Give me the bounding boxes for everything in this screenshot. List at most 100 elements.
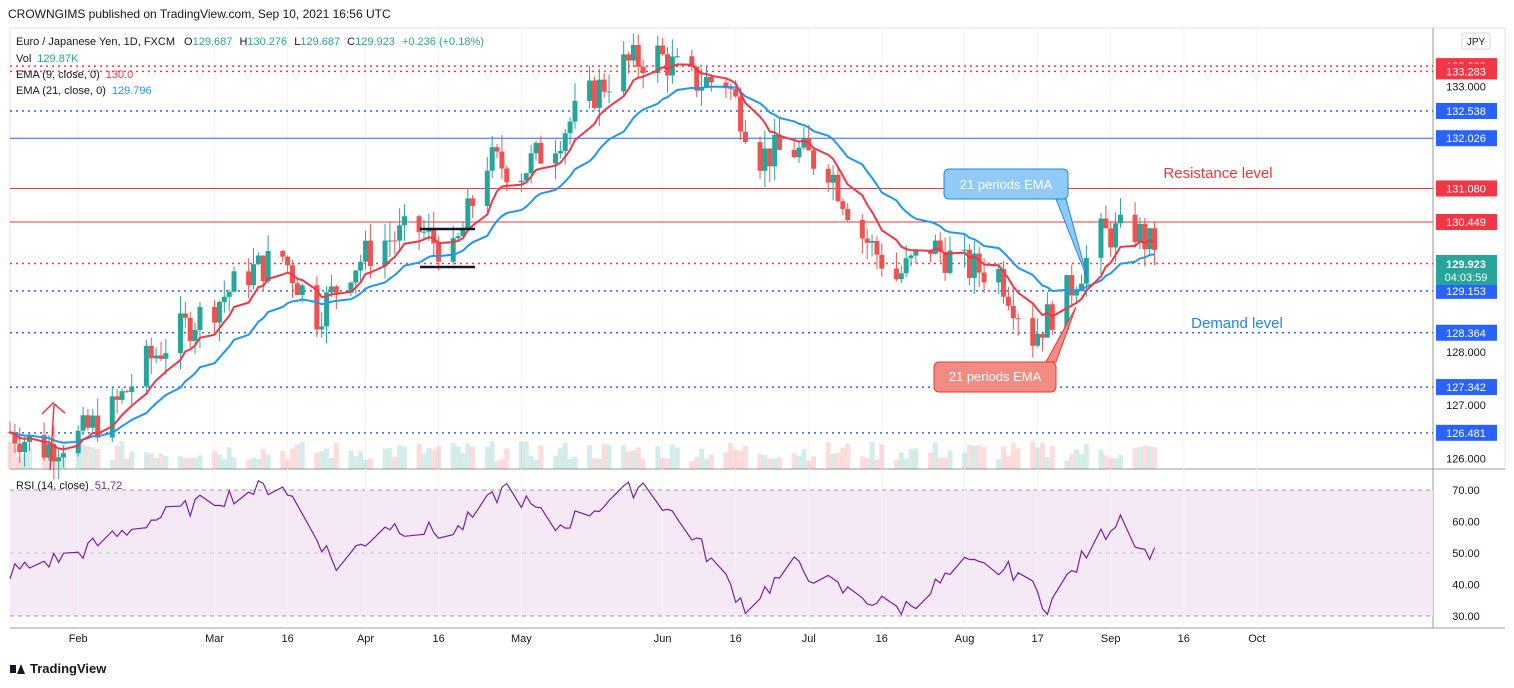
ema21-line [9, 85, 1155, 444]
volume-bar [470, 446, 476, 469]
volume-bar [903, 458, 909, 469]
candle-body [665, 54, 670, 76]
volume-bar [523, 441, 529, 469]
volume-bar [148, 453, 154, 469]
price-label-bg-9 [1436, 379, 1497, 396]
volume-bar [621, 444, 627, 469]
volume-bar [431, 449, 437, 469]
volume-bar [1147, 446, 1153, 469]
candle-body [893, 268, 899, 280]
candle-body [767, 148, 773, 167]
volume-bar [772, 458, 778, 469]
candle-body [840, 201, 846, 209]
volume-bar [353, 456, 359, 469]
svg-text:EMA (21, close, 0)129.796: EMA (21, close, 0) 129.796 [16, 85, 152, 97]
price-label-bg-5 [1436, 213, 1497, 230]
candle-body [255, 255, 261, 265]
svg-text:EMA (9, close, 0)130.0: EMA (9, close, 0) 130.0 [16, 69, 133, 81]
volume-bar [689, 460, 695, 469]
candle-body [504, 168, 510, 183]
volume-bar [669, 444, 675, 469]
volume-bar [898, 452, 904, 469]
callout-ema-bottom[interactable]: 21 periods EMA [933, 306, 1077, 393]
candle-body [528, 153, 534, 174]
volume-bar [762, 455, 768, 469]
volume-bar [402, 446, 407, 469]
volume-bar [971, 445, 977, 469]
volume-bar [489, 441, 495, 469]
candle-body [1001, 269, 1007, 297]
candle-body [1064, 275, 1070, 330]
volume-bar [723, 452, 729, 469]
volume-bar [791, 453, 797, 469]
price-label-9: 127.342 [1446, 382, 1486, 394]
volume-bar [1132, 448, 1138, 469]
candle-body [187, 317, 193, 341]
candle-body [869, 240, 875, 243]
candle-body [596, 79, 602, 108]
candle-body [1137, 223, 1143, 242]
time-tick-12: Sep [1101, 633, 1121, 645]
volume-bar [124, 458, 130, 469]
candle-body [51, 443, 57, 462]
price-label-bg-8 [1436, 324, 1497, 341]
volume-bar [163, 455, 169, 469]
time-tick-6: Jun [654, 633, 672, 645]
volume-bar [874, 459, 880, 469]
volume-bar [552, 455, 558, 469]
candle-body [421, 231, 427, 233]
volume-bar [777, 457, 783, 469]
candle-body [937, 240, 943, 253]
arrow-head-icon [41, 401, 66, 415]
volume-bar [928, 452, 933, 469]
volume-bar [455, 446, 461, 469]
candle-body [518, 180, 524, 183]
volume-bar [908, 449, 914, 469]
candle-body [465, 198, 471, 229]
candle-body [353, 270, 359, 283]
volume-bar [1015, 448, 1021, 469]
volume-bar [1064, 460, 1070, 469]
candle-body [367, 240, 373, 267]
price-label-5: 130.449 [1446, 217, 1486, 229]
candle-body [791, 149, 797, 158]
candle-body [324, 292, 330, 327]
callout-ema-top[interactable]: 21 periods EMA [943, 168, 1089, 281]
candle-body [251, 264, 257, 286]
volume-bar [1117, 455, 1123, 469]
candle-body [416, 216, 422, 233]
volume-bar [1035, 447, 1041, 469]
price-tick-2: 127.000 [1446, 400, 1486, 412]
volume-bar [1098, 449, 1104, 469]
candle-body [119, 391, 125, 400]
tradingview-logo[interactable]: TradingView [10, 661, 106, 676]
candle-body [95, 415, 101, 438]
candle-body [898, 273, 904, 280]
price-tick-1: 128.000 [1446, 347, 1486, 359]
candle-body [129, 386, 135, 392]
candle-body [738, 96, 744, 132]
candle-body [864, 238, 870, 243]
candle-body [523, 173, 529, 181]
candle-body [192, 330, 198, 341]
candle-body [1030, 318, 1036, 346]
candle-body [903, 258, 909, 274]
candle-body [587, 80, 593, 101]
volume-bar [333, 442, 339, 469]
volume-bar [328, 458, 334, 469]
time-tick-0: Feb [69, 633, 88, 645]
candle-body [148, 345, 154, 359]
volume-bar [75, 445, 81, 469]
time-axis[interactable]: Feb Mar 16 Apr 16 May Jun 16 Jul 16 Aug 17 Sep 16 Oct [69, 28, 1266, 645]
volume-bar [533, 459, 539, 469]
volume-bar [382, 448, 388, 469]
price-label-8: 128.364 [1446, 328, 1486, 340]
volume-bar [728, 442, 734, 469]
candle-body [177, 313, 183, 354]
candle-body [163, 353, 169, 359]
candle-body [1103, 218, 1109, 229]
candle-body [796, 147, 802, 158]
candle-body [689, 56, 695, 67]
rsi-line [9, 479, 1156, 616]
